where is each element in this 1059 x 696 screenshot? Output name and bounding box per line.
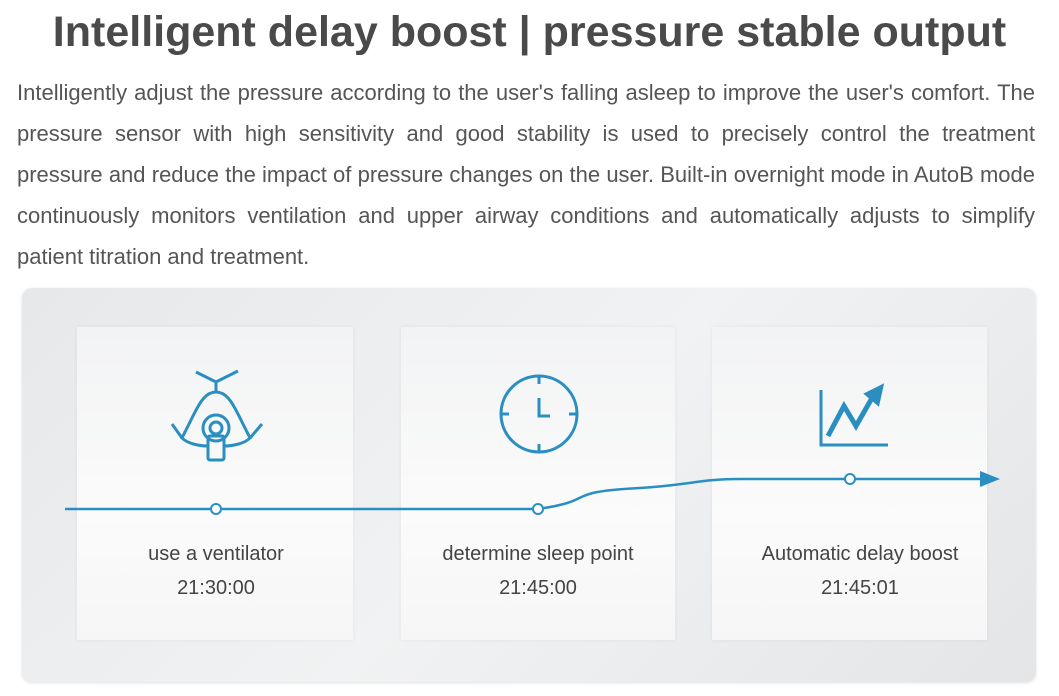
mask-icon bbox=[170, 369, 264, 462]
node bbox=[210, 503, 222, 515]
title: Intelligent delay boost | pressure stabl… bbox=[52, 8, 1007, 56]
step-time: 21:45:01 bbox=[821, 577, 899, 599]
arrow-head bbox=[980, 471, 1000, 487]
clock-icon bbox=[499, 374, 579, 454]
description: Intelligently adjust the pressure accord… bbox=[17, 80, 1035, 269]
node bbox=[532, 503, 544, 515]
step-card bbox=[77, 327, 353, 640]
step-label: Automatic delay boost bbox=[761, 543, 959, 565]
step-label: determine sleep point bbox=[442, 543, 634, 565]
step-time: 21:45:00 bbox=[499, 577, 577, 599]
step-label: use a ventilator bbox=[148, 543, 284, 565]
node bbox=[844, 473, 856, 485]
timeline-line bbox=[65, 477, 988, 511]
step-time: 21:30:00 bbox=[177, 577, 255, 599]
chart-icon bbox=[819, 383, 888, 447]
